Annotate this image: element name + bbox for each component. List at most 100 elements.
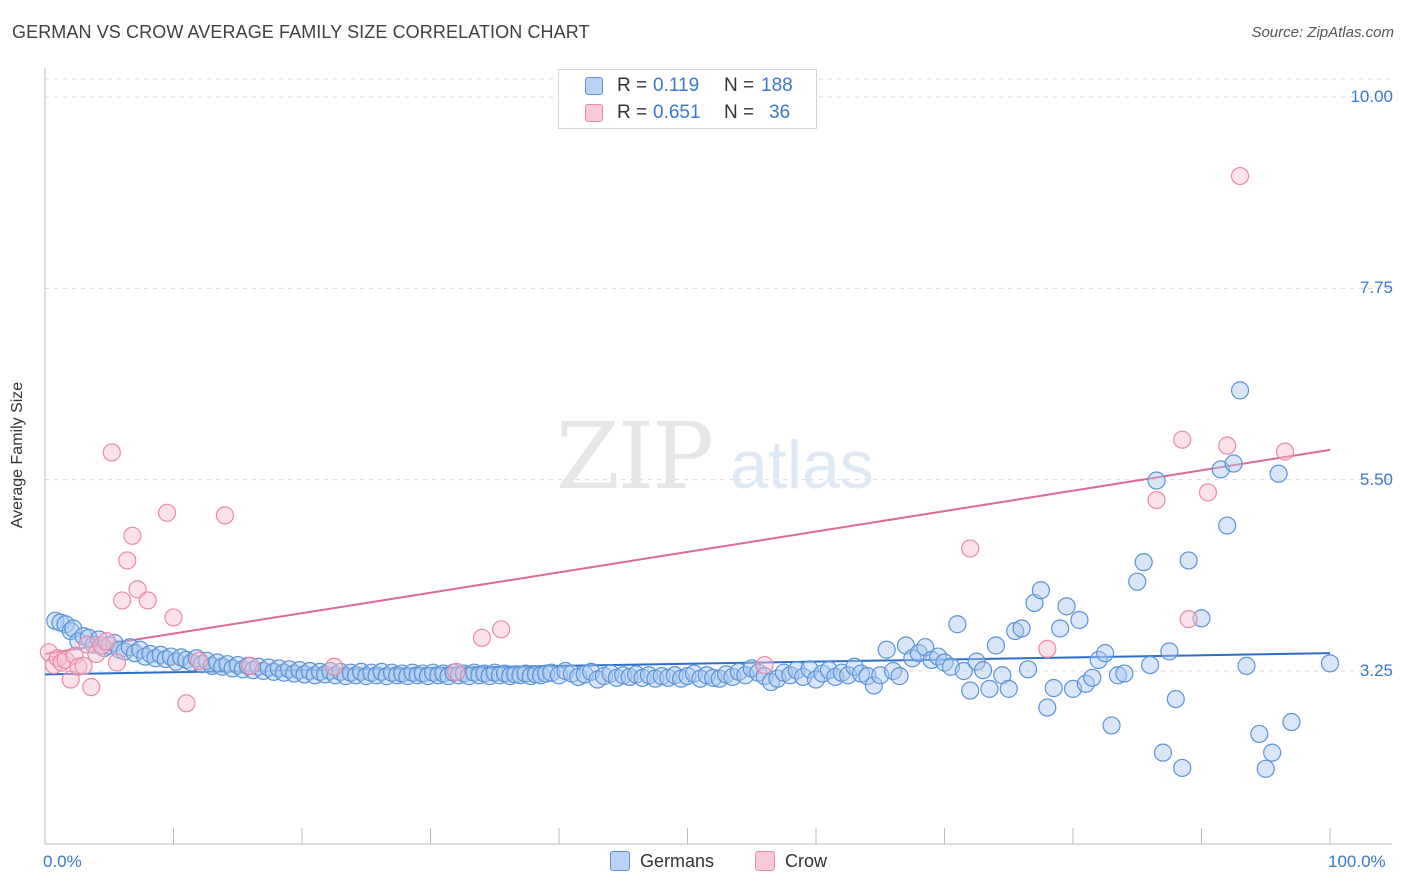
germans-point: [465, 663, 484, 682]
germans-point: [1108, 666, 1128, 685]
watermark-atlas: atlas: [730, 427, 874, 503]
germans-point: [310, 662, 330, 681]
crow-point: [123, 526, 142, 545]
germans-swatch: [585, 77, 603, 95]
germans-points: [46, 381, 1340, 778]
germans-point: [1153, 743, 1173, 762]
r-label: R =: [617, 75, 648, 96]
x-tick-label-min: 0.0%: [43, 852, 82, 871]
source-label: Source: ZipAtlas.com: [1251, 24, 1394, 41]
germans-point: [413, 664, 432, 683]
correlation-legend: R = 0.119 N = 188 R = 0.651 N = 36: [558, 69, 817, 129]
germans-point: [146, 649, 165, 668]
germans-point: [1070, 610, 1089, 630]
germans-point: [1031, 581, 1050, 600]
germans-point: [864, 676, 883, 695]
gridlines: [45, 78, 1392, 672]
germans-point: [1102, 716, 1121, 735]
crow-point: [164, 608, 183, 627]
germans-trend-line: [44, 652, 1331, 676]
crow-point: [69, 657, 88, 676]
germans-point: [1128, 572, 1147, 591]
crow-point: [87, 644, 106, 664]
r-label: R =: [617, 102, 648, 123]
crow-point: [82, 678, 101, 697]
germans-point: [1237, 656, 1256, 675]
crow-point: [74, 656, 93, 675]
germans-point: [1173, 758, 1192, 778]
germans-point: [382, 663, 402, 682]
crow-points: [39, 166, 1295, 713]
crow-point: [102, 443, 121, 462]
crow-legend-label: Crow: [785, 851, 828, 871]
crow-point: [215, 506, 234, 525]
legend-crow: Crow: [755, 851, 827, 872]
germans-point: [418, 667, 438, 686]
crow-point: [492, 620, 511, 639]
germans-point: [341, 663, 360, 682]
crow-point: [118, 551, 137, 570]
germans-point: [506, 665, 525, 684]
r-value: 0.651: [653, 102, 701, 123]
germans-point: [1282, 712, 1301, 732]
germans-point: [1083, 668, 1102, 687]
crow-point: [1038, 639, 1057, 658]
crow-point: [1173, 430, 1192, 449]
crow-point: [755, 655, 774, 675]
germans-point: [1140, 655, 1160, 675]
germans-point: [1166, 689, 1185, 709]
germans-point: [454, 664, 474, 683]
germans-point: [480, 667, 499, 686]
germans-point: [1263, 743, 1282, 762]
crow-point: [325, 657, 344, 676]
germans-point: [973, 661, 993, 680]
germans-point: [285, 664, 304, 683]
germans-point: [398, 667, 417, 686]
crow-swatch: [585, 104, 603, 122]
crow-point: [138, 591, 157, 610]
y-tick-label: 5.50: [1359, 469, 1393, 489]
watermark-zip: ZIP: [556, 403, 712, 510]
crow-point: [961, 539, 980, 558]
germans-point: [1044, 678, 1063, 698]
germans-point: [1250, 724, 1269, 744]
crow-point: [107, 653, 127, 672]
crow-point: [1147, 490, 1166, 510]
germans-point: [485, 663, 504, 682]
germans-point: [172, 648, 191, 667]
trend-lines: [44, 448, 1331, 676]
germans-point: [1115, 664, 1134, 683]
n-value: 188: [761, 75, 793, 96]
axes: [44, 68, 1392, 845]
germans-point: [475, 664, 494, 683]
crow-point: [112, 591, 132, 610]
y-tick-label: 7.75: [1359, 278, 1393, 298]
germans-point: [877, 640, 896, 659]
crow-point: [1275, 442, 1295, 461]
germans-point: [652, 667, 671, 686]
germans-point: [1089, 650, 1108, 670]
germans-point: [890, 667, 909, 686]
germans-point: [367, 666, 386, 685]
crow-point: [241, 656, 260, 675]
germans-point: [948, 615, 967, 634]
chart-title: GERMAN VS CROW AVERAGE FAMILY SIZE CORRE…: [12, 22, 590, 42]
germans-point: [1057, 597, 1076, 616]
germans-point: [1320, 654, 1340, 673]
germans-point: [125, 644, 145, 663]
crow-point: [1179, 610, 1198, 629]
germans-point: [1018, 660, 1038, 679]
germans-point: [980, 679, 999, 698]
crow-point: [447, 662, 466, 681]
germans-point: [858, 667, 877, 686]
germans-point: [614, 666, 633, 685]
crow-point: [97, 632, 116, 651]
x-tick-label-max: 100.0%: [1328, 852, 1386, 871]
germans-point: [1160, 642, 1179, 661]
germans-legend-label: Germans: [640, 851, 715, 871]
germans-point: [1012, 619, 1031, 638]
germans-point: [961, 681, 980, 700]
germans-point: [1038, 698, 1057, 717]
legend-germans: Germans: [610, 851, 714, 872]
